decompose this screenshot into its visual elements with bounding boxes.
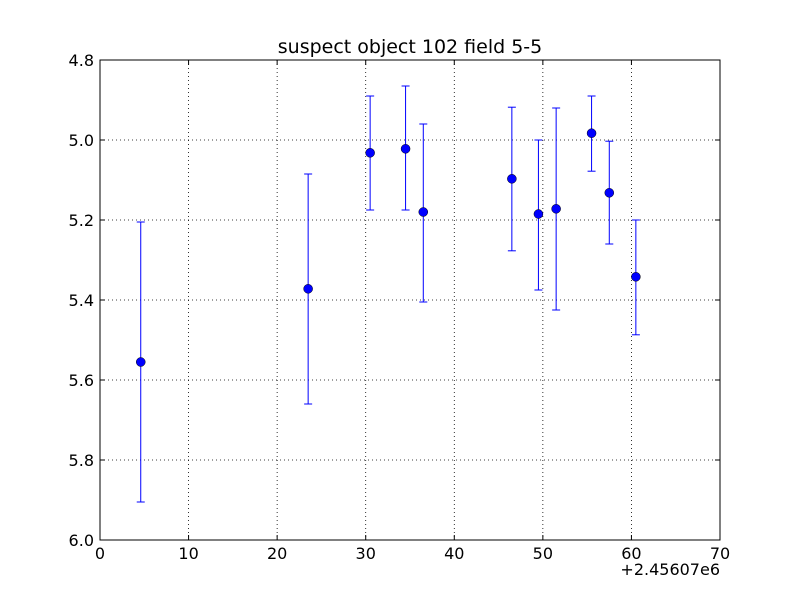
data-point [551, 204, 561, 214]
data-point [604, 188, 615, 198]
x-offset-label: +2.45607e6 [620, 560, 720, 579]
data-point [418, 207, 429, 217]
x-tick-label: 40 [444, 544, 464, 563]
y-tick-label: 5.6 [69, 371, 94, 390]
x-tick-label: 50 [533, 544, 553, 563]
data-point [631, 272, 641, 282]
data-point [533, 209, 544, 219]
data-point [365, 148, 375, 158]
data-point [586, 128, 597, 138]
data-point [400, 144, 411, 154]
data-point [303, 284, 313, 294]
error-bars [136, 85, 640, 503]
x-tick-label: 60 [621, 544, 641, 563]
y-tick-label: 6.0 [69, 531, 94, 550]
x-tick-label: 10 [178, 544, 198, 563]
data-points [135, 128, 641, 367]
y-tick-label: 5.4 [69, 291, 94, 310]
data-point [507, 174, 517, 184]
grid [100, 60, 720, 540]
y-tick-label: 5.0 [69, 131, 94, 150]
x-axis: 0 10 20 30 40 50 60 70 [95, 60, 730, 563]
x-tick-label: 70 [710, 544, 730, 563]
x-tick-label: 20 [267, 544, 287, 563]
y-axis: 4.8 5.0 5.2 5.4 5.6 5.8 6.0 [69, 51, 720, 550]
x-tick-label: 30 [356, 544, 376, 563]
chart-title: suspect object 102 field 5-5 [278, 36, 543, 58]
y-tick-label: 5.8 [69, 451, 94, 470]
data-point [135, 357, 146, 367]
y-tick-label: 4.8 [69, 51, 94, 70]
y-tick-label: 5.2 [69, 211, 94, 230]
x-tick-label: 0 [95, 544, 105, 563]
